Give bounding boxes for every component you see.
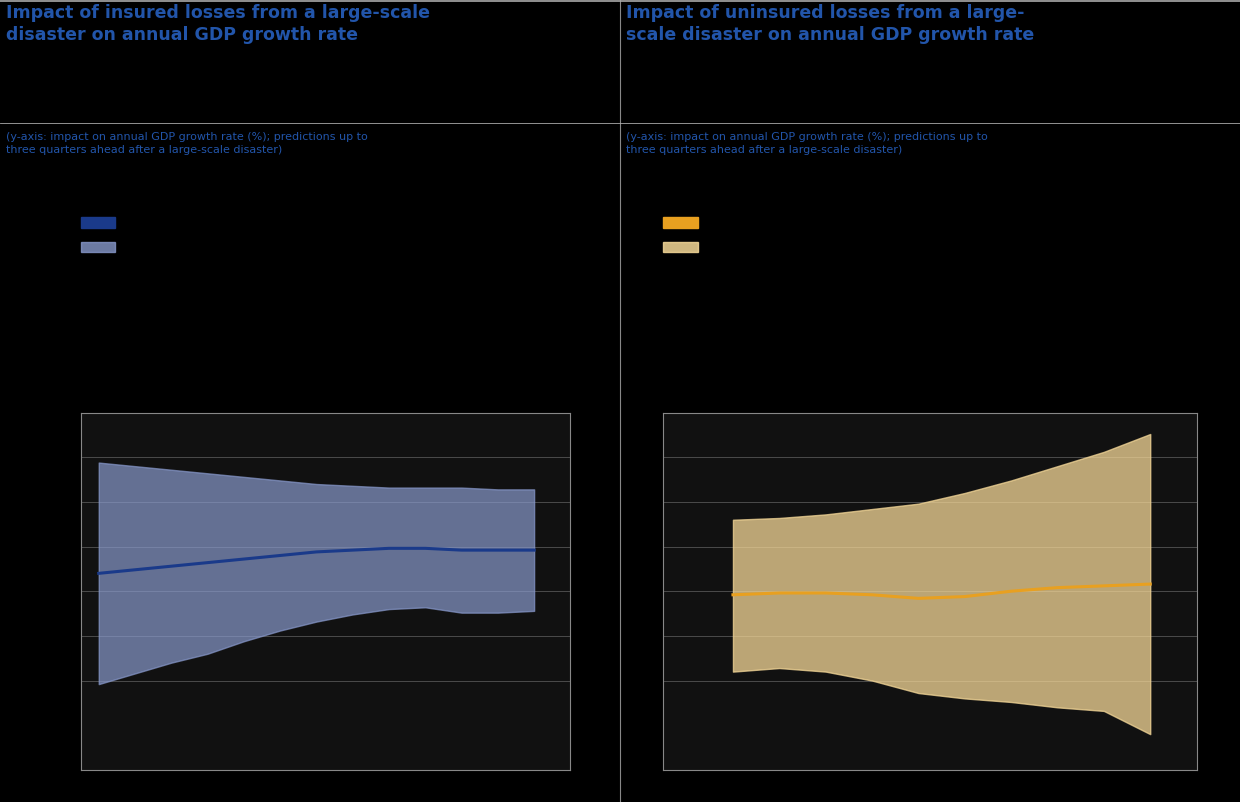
- Text: (y-axis: impact on annual GDP growth rate (%); predictions up to
three quarters : (y-axis: impact on annual GDP growth rat…: [626, 132, 988, 155]
- Text: Impact of insured losses from a large-scale
disaster on annual GDP growth rate: Impact of insured losses from a large-sc…: [6, 4, 430, 43]
- Text: Impact of uninsured losses from a large-
scale disaster on annual GDP growth rat: Impact of uninsured losses from a large-…: [626, 4, 1034, 43]
- Text: (y-axis: impact on annual GDP growth rate (%); predictions up to
three quarters : (y-axis: impact on annual GDP growth rat…: [6, 132, 368, 155]
